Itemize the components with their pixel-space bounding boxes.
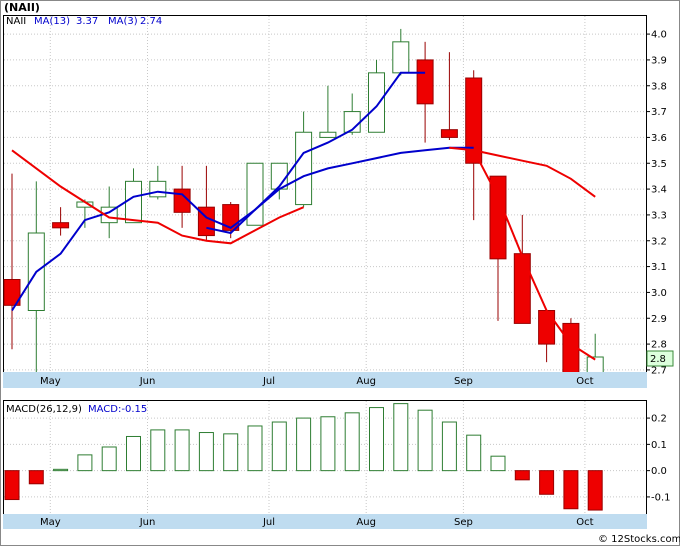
macd-date-strip <box>3 514 647 529</box>
price-tick-label-0: 2.7 <box>651 365 667 376</box>
macd-bar-24 <box>587 470 603 511</box>
price-tick-label-11: 3.8 <box>651 81 667 92</box>
price-tick-label-1: 2.8 <box>651 340 667 351</box>
price-x-label-1: Jun <box>139 376 156 387</box>
price-lines <box>11 71 596 361</box>
macd-tick-label-0: 0.2 <box>651 414 667 425</box>
macd-bar-16 <box>393 403 409 472</box>
macd-bar-11 <box>271 421 287 472</box>
macd-bar-10 <box>247 425 263 472</box>
macd-legend: MACD(26,12,9) MACD:-0.15 <box>6 404 147 415</box>
candle-12 <box>295 131 313 206</box>
candle-6 <box>149 180 167 198</box>
macd-bar-7 <box>174 429 190 472</box>
macd-x-label-2: Jul <box>262 517 275 528</box>
macd-bar-2 <box>53 468 69 472</box>
macd-tick-label-2: 0.0 <box>651 466 667 477</box>
candle-15 <box>368 72 385 133</box>
price-tick-label-8: 3.5 <box>651 159 667 170</box>
macd-x-label-5: Oct <box>576 517 593 528</box>
macd-bars <box>4 403 603 511</box>
candle-16 <box>392 41 410 74</box>
legend-ma3-label: MA(3) <box>108 16 138 27</box>
candle-10 <box>246 162 264 226</box>
macd-bar-8 <box>198 432 214 472</box>
macd-bar-17 <box>417 409 433 472</box>
macd-bar-13 <box>320 416 336 472</box>
candle-2 <box>52 222 70 229</box>
macd-bar-23 <box>563 470 579 510</box>
candle-5 <box>125 180 142 224</box>
price-x-label-3: Aug <box>356 376 376 387</box>
price-tick-label-12: 3.9 <box>651 55 667 66</box>
macd-x-label-4: Sep <box>454 517 473 528</box>
candle-19 <box>465 77 483 164</box>
price-legend: NAII MA(13) 3.37 MA(3) 2.74 <box>6 16 162 27</box>
price-panel: May Jun Jul Aug Sep Oct 2.72.82.93.03.13.23.3… <box>3 15 674 388</box>
candle-20 <box>489 175 507 260</box>
macd-y-axis: 0.2 0.1 0.0 -0.1 <box>646 414 671 503</box>
price-x-label-0: May <box>40 376 61 387</box>
macd-bar-14 <box>344 412 360 472</box>
ma-line-2 <box>11 149 304 245</box>
macd-tick-label-3: -0.1 <box>651 492 671 503</box>
price-tick-label-10: 3.7 <box>651 107 667 118</box>
price-y-axis: 2.72.82.93.03.13.23.33.43.53.63.73.83.94… <box>646 30 667 376</box>
ma-line-0 <box>11 71 426 312</box>
watermark: © 12Stocks.com <box>598 534 680 545</box>
candle-21 <box>513 253 531 324</box>
macd-x-label-1: Jun <box>139 517 156 528</box>
macd-bar-12 <box>296 417 312 472</box>
macd-bar-22 <box>539 470 555 495</box>
macd-bar-18 <box>441 421 457 472</box>
macd-x-label-3: Aug <box>356 517 376 528</box>
price-x-label-4: Sep <box>454 376 473 387</box>
macd-x-labels: May Jun Jul Aug Sep Oct <box>40 517 594 528</box>
price-tick-label-5: 3.2 <box>651 236 667 247</box>
price-x-label-5: Oct <box>576 376 593 387</box>
price-date-strip <box>3 372 647 388</box>
price-tick-label-6: 3.3 <box>651 210 667 221</box>
last-price-badge <box>646 350 674 367</box>
candle-18 <box>440 129 458 138</box>
price-tick-label-13: 4.0 <box>651 30 667 41</box>
macd-tick-label-1: 0.1 <box>651 440 667 451</box>
macd-x-label-0: May <box>40 517 61 528</box>
macd-panel: May Jun Jul Aug Sep Oct 0.2 0.1 0.0 -0.1 MACD(26… <box>3 400 671 529</box>
candle-13 <box>319 131 337 138</box>
ma-line-1 <box>206 146 474 235</box>
macd-bar-3 <box>77 454 93 472</box>
legend-macd-params: MACD(26,12,9) <box>6 404 82 415</box>
legend-ma3-value: 2.74 <box>140 16 162 27</box>
price-x-labels: May Jun Jul Aug Sep Oct <box>40 376 594 387</box>
macd-bar-9 <box>223 433 239 472</box>
macd-bar-4 <box>101 446 117 472</box>
macd-bar-19 <box>466 434 482 472</box>
candle-22 <box>538 310 556 345</box>
macd-bar-20 <box>490 455 506 472</box>
macd-bar-1 <box>28 470 44 485</box>
legend-ticker: NAII <box>6 16 26 27</box>
macd-bar-15 <box>369 407 384 472</box>
macd-bar-0 <box>4 470 20 501</box>
macd-bar-21 <box>514 470 530 481</box>
candle-17 <box>416 59 434 105</box>
chart-title: (NAII) <box>4 1 40 14</box>
legend-ma13-value: 3.37 <box>76 16 98 27</box>
legend-macd-value: MACD:-0.15 <box>88 404 147 415</box>
price-x-label-2: Jul <box>262 376 275 387</box>
price-tick-label-7: 3.4 <box>651 185 667 196</box>
candle-0 <box>3 279 21 306</box>
price-tick-label-3: 3.0 <box>651 288 667 299</box>
price-tick-label-4: 3.1 <box>651 262 667 273</box>
macd-bar-5 <box>126 435 141 472</box>
price-tick-label-2: 2.9 <box>651 314 667 325</box>
price-tick-label-9: 3.6 <box>651 133 667 144</box>
last-price-label: 2.8 <box>650 354 666 365</box>
macd-bar-6 <box>150 429 166 472</box>
legend-ma13-label: MA(13) <box>34 16 70 27</box>
ma-line-4 <box>472 149 596 361</box>
